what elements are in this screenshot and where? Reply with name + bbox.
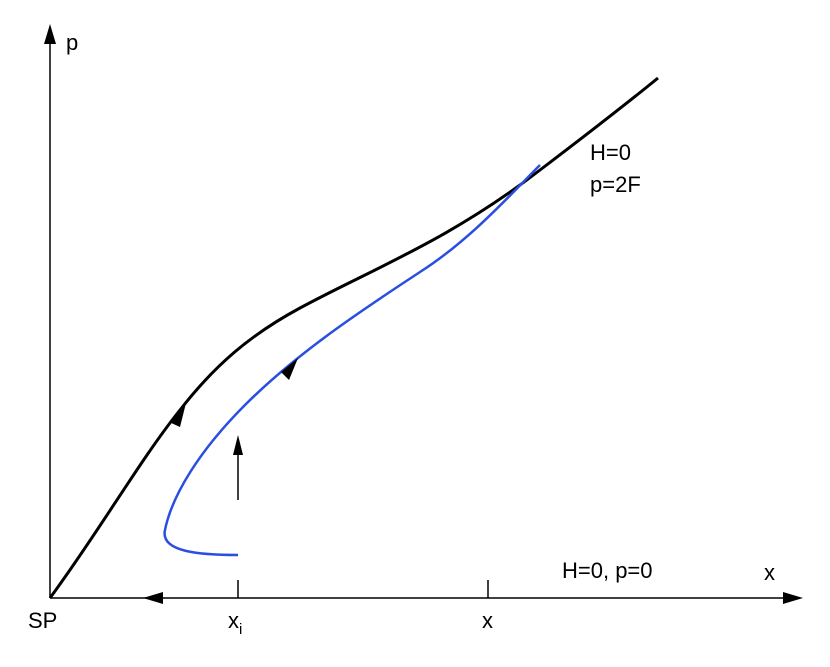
annotation: p=2F — [590, 172, 641, 197]
y-axis-arrow — [44, 24, 56, 44]
x-axis-arrow — [783, 592, 803, 604]
annotation: H=0, p=0 — [562, 558, 653, 583]
y-axis-label: p — [66, 30, 78, 55]
trajectory — [163, 164, 541, 557]
kick-arrow-head — [233, 435, 243, 455]
flow-arrow — [169, 403, 186, 427]
tick-label: xi — [228, 608, 242, 638]
tick-label-sub: i — [239, 621, 242, 638]
origin-label: SP — [28, 608, 57, 633]
tick-label-base: x — [228, 608, 239, 633]
separatrix — [48, 76, 659, 599]
left-arrow — [143, 592, 163, 604]
tick-label: x — [482, 608, 493, 633]
x-axis-label: x — [764, 560, 775, 585]
flow-arrow — [281, 358, 298, 380]
annotation: H=0 — [590, 140, 631, 165]
